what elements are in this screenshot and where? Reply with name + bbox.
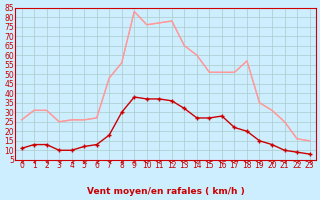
X-axis label: Vent moyen/en rafales ( km/h ): Vent moyen/en rafales ( km/h ) bbox=[87, 187, 244, 196]
